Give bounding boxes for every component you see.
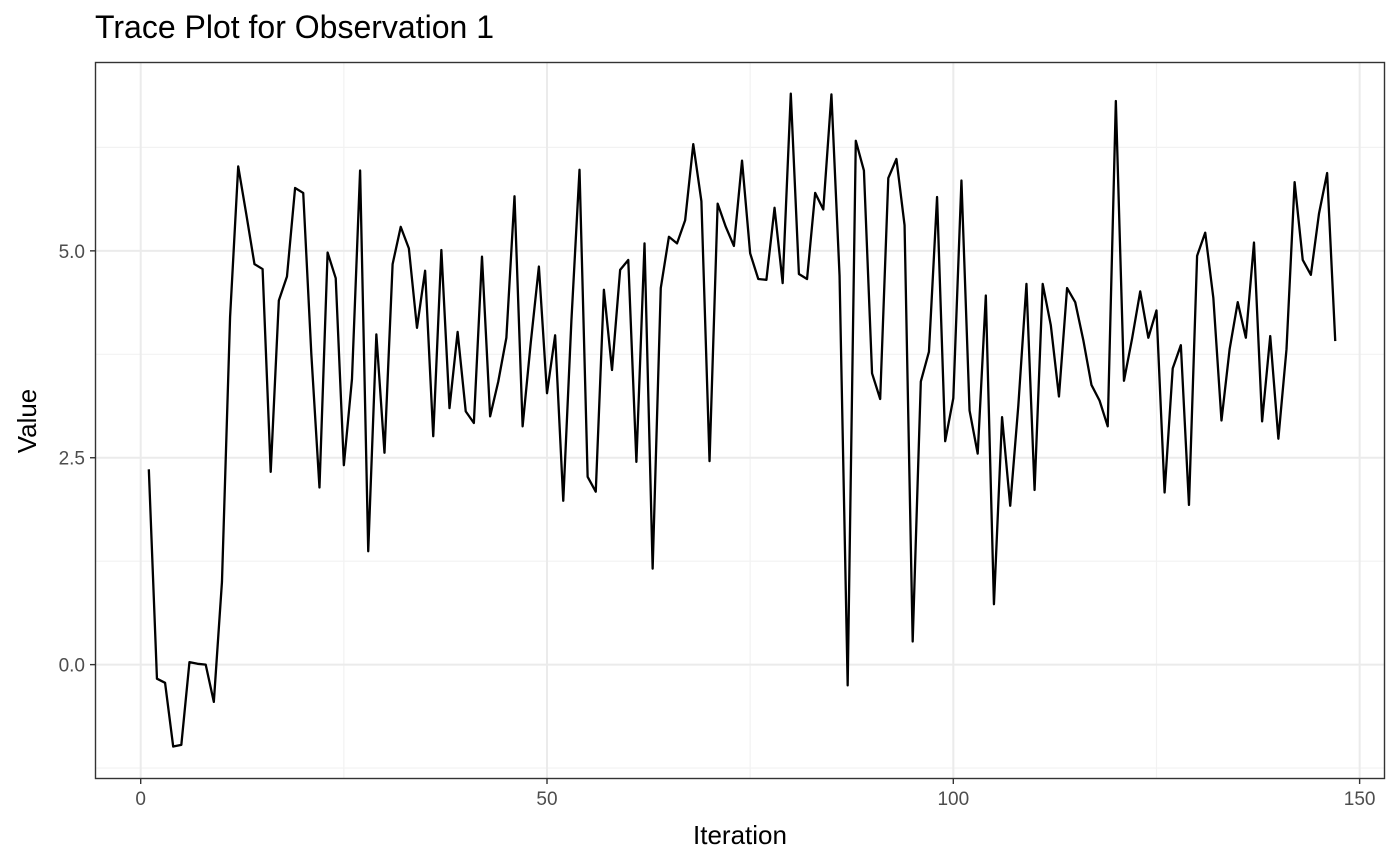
y-tick-label: 5.0 bbox=[59, 242, 85, 263]
y-tick-label: 2.5 bbox=[59, 449, 85, 470]
y-axis-ticks: 0.0 2.5 5.0 bbox=[59, 242, 96, 677]
chart-title: Trace Plot for Observation 1 bbox=[95, 9, 494, 45]
x-axis-ticks: 0 50 100 150 bbox=[135, 778, 1375, 810]
x-tick-label: 150 bbox=[1344, 789, 1376, 810]
y-tick-label: 0.0 bbox=[59, 656, 85, 677]
x-tick-label: 0 bbox=[135, 789, 146, 810]
y-axis-title: Value bbox=[12, 389, 42, 454]
x-axis-title: Iteration bbox=[693, 820, 787, 850]
x-tick-label: 50 bbox=[536, 789, 557, 810]
major-gridlines bbox=[96, 63, 1384, 778]
plot-panel-border bbox=[94, 61, 1386, 780]
x-tick-label: 100 bbox=[937, 789, 969, 810]
trace-line-series bbox=[147, 92, 1337, 748]
